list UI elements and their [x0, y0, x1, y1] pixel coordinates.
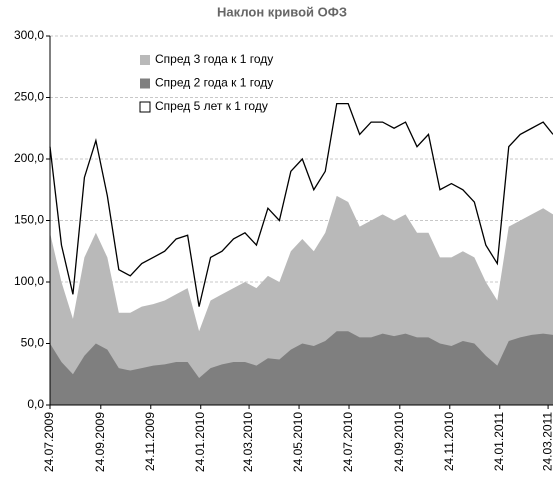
x-tick-label: 24.01.2010: [193, 412, 207, 472]
x-tick-label: 24.11.2009: [143, 412, 157, 471]
x-tick-label: 24.07.2010: [341, 412, 355, 472]
x-tick-label: 24.11.2010: [442, 412, 456, 471]
x-tick-label: 24.03.2011: [540, 412, 553, 471]
legend-swatch: [139, 101, 151, 113]
x-tick-label: 24.09.2010: [392, 412, 406, 472]
y-tick-label: 300,0: [14, 28, 44, 42]
y-tick-label: 200,0: [14, 151, 44, 165]
y-tick-label: 250,0: [14, 90, 44, 104]
legend-label: Спред 2 года к 1 году: [155, 76, 273, 90]
legend-swatch: [140, 55, 150, 65]
legend-swatch: [140, 78, 150, 89]
line: [49, 103, 553, 307]
area: [50, 331, 553, 405]
y-tick-label: 50,0: [21, 336, 45, 350]
x-tick-label: 24.03.2010: [241, 412, 255, 472]
chart-title: Наклон кривой ОФЗ: [217, 4, 347, 19]
legend-label: Спред 3 года к 1 году: [155, 52, 273, 66]
y-tick-label: 150,0: [14, 213, 44, 227]
x-tick-label: 24.09.2009: [93, 412, 107, 472]
legend-label: Спред 5 лет к 1 году: [155, 99, 268, 113]
x-tick-label: 24.07.2009: [42, 412, 56, 472]
x-tick-label: 24.05.2010: [291, 412, 305, 472]
y-tick-label: 0,0: [27, 397, 44, 411]
y-tick-label: 100,0: [14, 274, 44, 288]
x-tick-label: 24.01.2011: [492, 412, 506, 471]
